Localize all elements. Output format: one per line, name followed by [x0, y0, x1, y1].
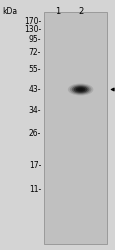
- Text: 11-: 11-: [29, 186, 41, 194]
- Text: 72-: 72-: [29, 48, 41, 57]
- Text: 34-: 34-: [28, 106, 41, 115]
- Ellipse shape: [73, 86, 87, 93]
- Text: 26-: 26-: [29, 129, 41, 138]
- Text: 55-: 55-: [28, 65, 41, 74]
- Text: 130-: 130-: [24, 25, 41, 34]
- Text: 1: 1: [54, 7, 60, 16]
- Ellipse shape: [77, 88, 83, 91]
- Ellipse shape: [67, 84, 93, 96]
- Bar: [44, 12, 106, 244]
- Text: 170-: 170-: [24, 18, 41, 26]
- Text: 2: 2: [77, 7, 83, 16]
- Ellipse shape: [75, 87, 85, 92]
- Text: kDa: kDa: [2, 7, 17, 16]
- Text: 43-: 43-: [28, 85, 41, 94]
- Text: 17-: 17-: [29, 160, 41, 170]
- Ellipse shape: [69, 84, 91, 94]
- Text: 95-: 95-: [28, 35, 41, 44]
- Ellipse shape: [71, 85, 89, 94]
